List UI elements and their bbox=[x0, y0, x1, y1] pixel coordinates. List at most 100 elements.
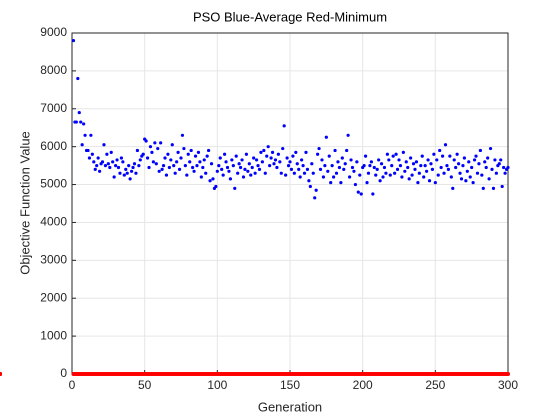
data-point bbox=[467, 160, 471, 164]
data-point bbox=[179, 156, 183, 160]
data-point bbox=[128, 177, 132, 181]
data-point bbox=[0, 372, 2, 376]
data-point bbox=[394, 152, 398, 156]
data-point bbox=[377, 158, 381, 162]
data-point bbox=[502, 165, 506, 170]
data-point bbox=[343, 162, 347, 166]
y-tick-label: 5000 bbox=[40, 177, 67, 191]
data-point bbox=[160, 167, 164, 171]
data-point bbox=[368, 164, 372, 168]
data-point bbox=[443, 143, 448, 147]
data-point bbox=[93, 167, 97, 171]
data-point bbox=[409, 156, 413, 160]
data-point bbox=[201, 165, 205, 170]
data-point bbox=[74, 120, 78, 124]
data-point bbox=[333, 148, 337, 153]
data-point bbox=[419, 164, 423, 168]
data-point bbox=[435, 158, 439, 162]
data-point bbox=[398, 164, 403, 168]
y-tick-label: 1000 bbox=[40, 328, 67, 342]
data-point bbox=[238, 165, 243, 170]
data-point bbox=[374, 173, 378, 177]
data-point bbox=[154, 162, 158, 166]
data-point bbox=[362, 164, 366, 168]
data-point bbox=[503, 171, 507, 175]
data-point bbox=[266, 145, 270, 149]
data-point bbox=[156, 146, 160, 151]
data-point bbox=[304, 150, 308, 154]
data-point bbox=[89, 133, 93, 137]
data-point bbox=[378, 179, 382, 183]
data-point bbox=[506, 165, 510, 170]
data-point bbox=[311, 171, 315, 175]
data-point bbox=[285, 156, 289, 160]
data-point bbox=[193, 154, 198, 158]
data-point bbox=[448, 154, 452, 158]
data-point bbox=[308, 184, 312, 189]
data-point bbox=[102, 143, 106, 147]
y-axis-label: Objective Function Value bbox=[17, 131, 32, 275]
data-point bbox=[243, 167, 247, 171]
data-point bbox=[170, 143, 174, 147]
data-point bbox=[441, 154, 445, 158]
data-point bbox=[282, 124, 286, 128]
data-point bbox=[151, 160, 155, 164]
x-tick-label: 300 bbox=[498, 378, 518, 392]
data-point bbox=[191, 165, 195, 170]
data-point bbox=[273, 158, 278, 162]
data-point bbox=[249, 173, 253, 177]
data-point bbox=[244, 152, 248, 156]
data-point bbox=[95, 164, 99, 168]
data-point bbox=[388, 173, 392, 177]
data-point bbox=[445, 164, 449, 168]
data-point bbox=[472, 158, 477, 162]
data-point bbox=[449, 175, 453, 179]
x-tick-label: 150 bbox=[280, 378, 300, 392]
data-point bbox=[76, 76, 80, 81]
data-point bbox=[484, 165, 488, 170]
data-point bbox=[456, 162, 461, 166]
data-point bbox=[291, 154, 295, 158]
data-point bbox=[221, 173, 225, 177]
data-point bbox=[414, 160, 419, 164]
data-point bbox=[278, 160, 282, 164]
data-point bbox=[289, 167, 294, 171]
data-point bbox=[404, 160, 408, 164]
data-point bbox=[241, 175, 246, 179]
data-point bbox=[227, 169, 231, 173]
data-point bbox=[350, 165, 355, 170]
data-point bbox=[106, 162, 110, 166]
data-point bbox=[400, 175, 404, 179]
data-point bbox=[461, 164, 465, 168]
data-point bbox=[413, 167, 417, 171]
x-tick-label: 100 bbox=[207, 378, 227, 392]
data-point bbox=[465, 169, 469, 173]
data-point bbox=[196, 150, 201, 154]
data-point bbox=[270, 150, 275, 154]
data-point bbox=[141, 152, 145, 156]
data-point bbox=[276, 152, 280, 156]
data-point bbox=[301, 164, 305, 168]
data-point bbox=[491, 186, 496, 190]
data-point bbox=[420, 154, 424, 158]
data-point bbox=[487, 177, 491, 181]
data-point bbox=[169, 158, 173, 162]
data-point bbox=[316, 152, 320, 156]
data-point bbox=[410, 173, 414, 177]
data-point bbox=[401, 150, 405, 154]
data-point bbox=[483, 160, 487, 164]
data-point bbox=[497, 162, 501, 166]
data-point bbox=[132, 162, 137, 166]
data-point bbox=[302, 171, 307, 175]
data-point bbox=[375, 167, 379, 171]
data-point bbox=[129, 169, 134, 173]
data-point bbox=[153, 141, 157, 145]
data-point bbox=[323, 164, 327, 168]
data-point bbox=[92, 160, 96, 164]
data-point bbox=[451, 186, 455, 190]
data-point bbox=[336, 160, 340, 164]
data-point bbox=[475, 171, 480, 175]
data-point bbox=[458, 171, 462, 175]
data-point bbox=[109, 150, 113, 154]
data-point bbox=[166, 152, 170, 156]
